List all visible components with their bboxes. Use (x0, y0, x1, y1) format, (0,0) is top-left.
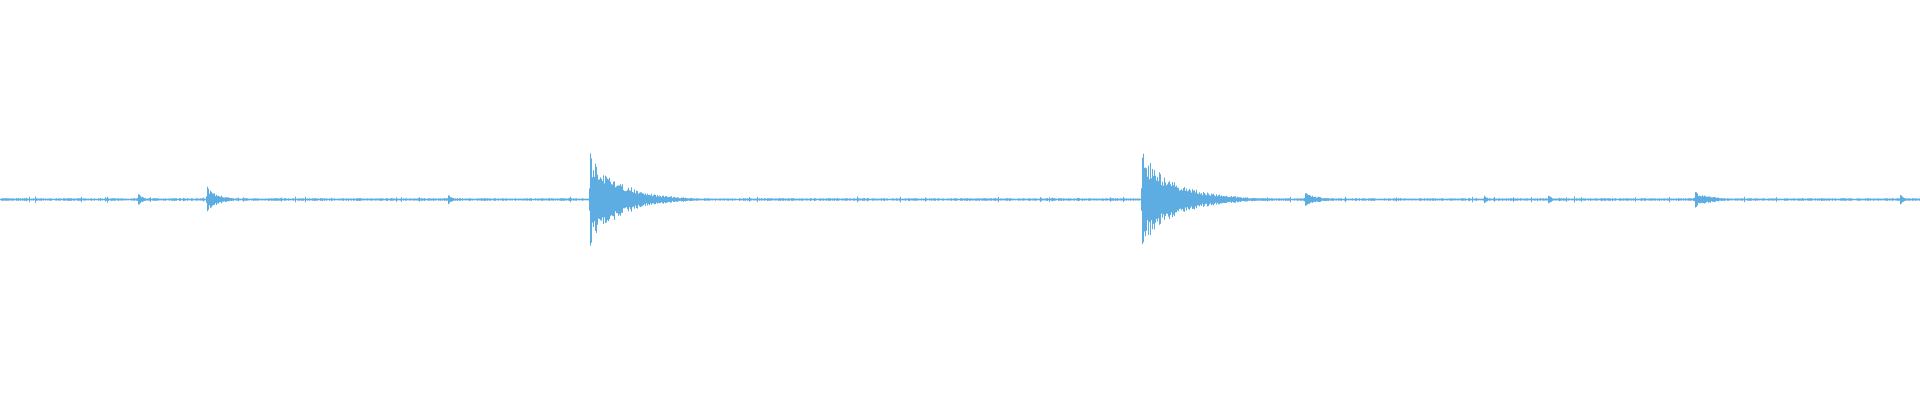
waveform-path (0, 153, 1920, 246)
